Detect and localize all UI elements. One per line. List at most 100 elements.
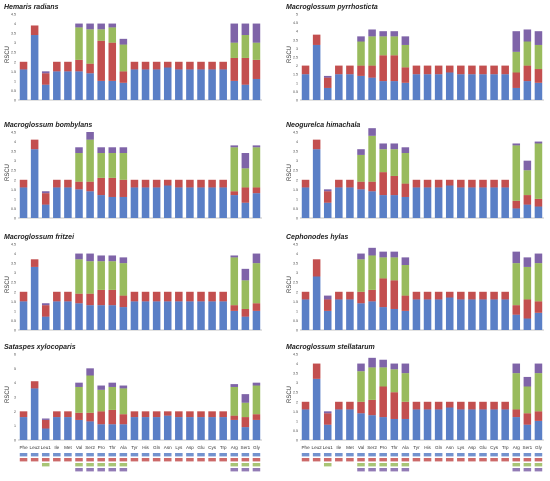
- bar-ser1-seg3: [523, 266, 532, 300]
- x-tick-label: Leu2: [30, 445, 41, 450]
- y-tick-label: 4.5: [11, 131, 16, 135]
- codon-key-gly-3: [534, 463, 543, 467]
- bar-ser1-seg1: [523, 204, 532, 218]
- codon-key-glu-1: [197, 453, 205, 457]
- bar-ala-seg4: [401, 147, 410, 154]
- bar-gln-seg1: [434, 409, 443, 440]
- bar-ile-seg2: [53, 179, 61, 188]
- y-tick-label: 4: [296, 362, 298, 366]
- codon-key-asp-2: [468, 458, 476, 462]
- x-tick-label: Val: [358, 445, 364, 450]
- bar-lys-seg1: [457, 187, 465, 218]
- bar-cys-seg1: [208, 301, 216, 330]
- bar-gln-seg2: [152, 291, 161, 302]
- y-tick-label: 1: [14, 197, 16, 201]
- chart-panel-macroglossum-fritzei: Macroglossum fritzei RSCU 0 0.5 1 1.5 2 2.5 3 3.5…: [4, 234, 262, 333]
- codon-key-arg-1: [512, 453, 521, 457]
- bar-ser1-seg1: [241, 316, 250, 330]
- bar-thr-seg1: [390, 308, 399, 330]
- bar-thr-seg1: [390, 195, 399, 218]
- bar-arg-seg2: [512, 409, 521, 418]
- bar-val-seg3: [357, 371, 365, 402]
- y-tick-label: 2: [14, 290, 16, 294]
- chart-title: Macroglossum fritzei: [4, 234, 75, 241]
- bar-gly-seg3: [534, 143, 543, 199]
- x-tick-label: Phe: [19, 445, 28, 450]
- bar-arg-seg2: [512, 200, 521, 209]
- codon-key-val-3: [357, 463, 365, 467]
- bar-thr-seg3: [390, 149, 399, 176]
- bar-val-seg4: [357, 36, 365, 42]
- bar-his-seg1: [141, 69, 150, 100]
- bar-glu-seg2: [197, 179, 205, 188]
- bar-gln-seg2: [434, 65, 443, 75]
- bar-val-seg3: [75, 27, 83, 60]
- x-tick-label: Trp: [220, 445, 227, 450]
- bar-leu1-seg2: [323, 299, 332, 311]
- bar-glu-seg1: [479, 74, 487, 100]
- codon-key-arg-4: [230, 468, 239, 472]
- bar-pro-seg3: [379, 367, 387, 387]
- bar-asp-seg1: [186, 69, 194, 100]
- y-tick-label: 3: [14, 271, 16, 275]
- bar-asp-seg1: [468, 187, 476, 218]
- codon-key-gly-2: [534, 458, 543, 462]
- bar-trp-seg2: [501, 401, 509, 410]
- bar-ile-seg1: [335, 187, 343, 218]
- bar-gly-seg1: [252, 193, 261, 218]
- bar-glu-seg2: [479, 179, 487, 188]
- bar-cys-seg1: [490, 74, 498, 100]
- bar-val-seg2: [75, 293, 83, 304]
- codon-key-leu2-1: [312, 453, 321, 457]
- bar-ser2-seg1: [368, 191, 376, 218]
- y-tick-label: 0: [296, 217, 298, 221]
- bar-phe-seg1: [19, 187, 28, 218]
- bar-leu1-seg2: [41, 73, 50, 85]
- y-tick-label: 1.5: [11, 188, 16, 192]
- bar-ser2-seg4: [86, 253, 94, 262]
- x-tick-label: Leu1: [41, 445, 52, 450]
- bar-gly-seg3: [252, 147, 261, 188]
- y-tick-label: 3.5: [11, 150, 16, 154]
- bar-ser1-seg3: [241, 168, 250, 188]
- bar-tyr-seg2: [130, 61, 139, 70]
- bar-ser1-seg2: [523, 299, 532, 319]
- bar-ser2-seg3: [86, 29, 94, 64]
- x-tick-label: Met: [64, 445, 72, 450]
- bar-pro-seg4: [379, 359, 387, 368]
- bar-pro-seg3: [97, 261, 105, 290]
- bar-cys-seg1: [208, 417, 216, 440]
- bar-arg-seg4: [512, 251, 521, 264]
- x-tick-label: Ser2: [85, 445, 95, 450]
- x-tick-label: Leu1: [323, 445, 334, 450]
- bar-ala-seg4: [119, 257, 128, 264]
- codon-key-ile-2: [53, 458, 61, 462]
- codon-key-trp-2: [501, 458, 509, 462]
- bar-asp-seg1: [186, 301, 194, 330]
- bar-ser1-seg3: [241, 402, 250, 418]
- codon-key-pro-4: [97, 468, 105, 472]
- bar-arg-seg1: [230, 419, 239, 440]
- bar-ala-seg4: [119, 147, 128, 154]
- bar-pro-seg3: [97, 389, 105, 412]
- codon-key-leu1-1: [323, 453, 332, 457]
- bar-his-seg1: [141, 187, 150, 218]
- bar-leu2-seg2: [312, 139, 321, 150]
- chart-title: Hemaris radians: [4, 4, 59, 11]
- codon-key-ser2-4: [86, 468, 94, 472]
- y-tick-label: 1.5: [293, 300, 298, 304]
- codon-key-ala-3: [119, 463, 128, 467]
- y-tick-label: 0: [296, 329, 298, 333]
- codon-key-gly-4: [252, 468, 261, 472]
- bar-ser2-seg3: [368, 367, 376, 400]
- x-tick-label: Arg: [231, 445, 239, 450]
- codon-key-thr-2: [390, 458, 399, 462]
- bar-gln-seg2: [434, 179, 443, 188]
- bar-tyr-seg1: [130, 301, 139, 330]
- bar-his-seg1: [423, 409, 432, 440]
- bar-his-seg1: [423, 299, 432, 330]
- codon-key-ser2-1: [86, 453, 94, 457]
- x-tick-label: Gly: [253, 445, 261, 450]
- codon-key-gly-2: [252, 458, 261, 462]
- codon-key-ser1-4: [523, 468, 532, 472]
